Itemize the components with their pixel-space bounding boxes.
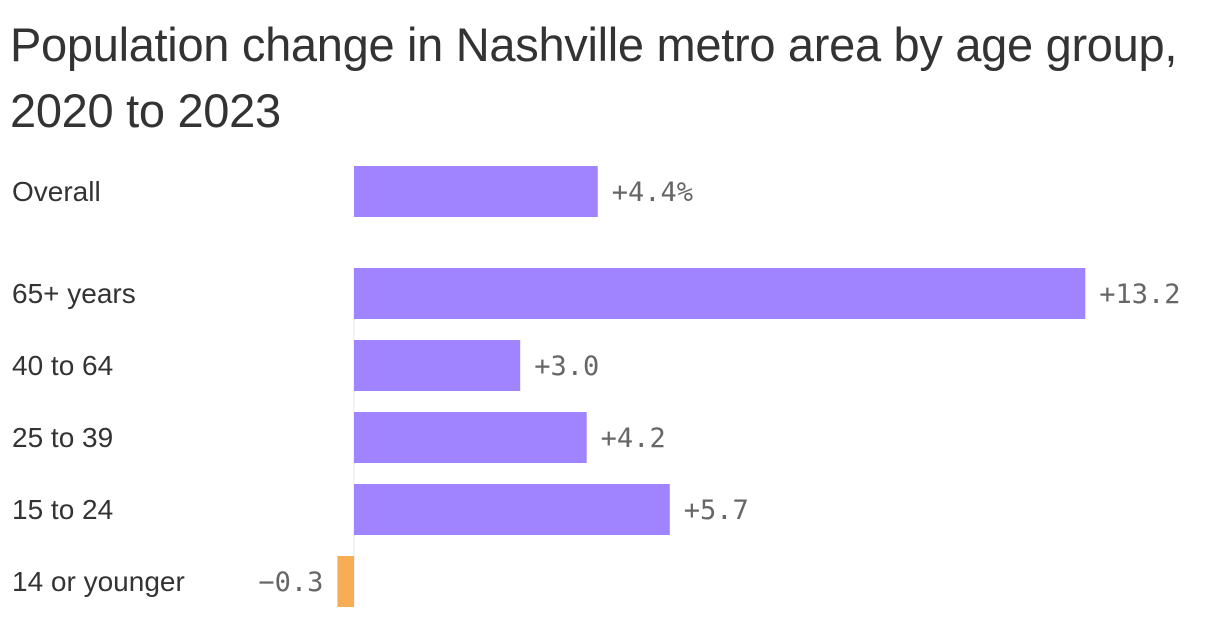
category-label-0: Overall [12, 176, 101, 207]
bar-4 [354, 484, 670, 535]
bar-0 [354, 166, 598, 217]
value-label-2: +3.0 [534, 351, 599, 382]
value-label-3: +4.2 [601, 423, 666, 454]
value-label-4: +5.7 [684, 495, 749, 526]
value-label-1: +13.2 [1099, 279, 1180, 310]
value-label-0: +4.4% [612, 177, 693, 208]
bar-2 [354, 340, 521, 391]
category-label-3: 25 to 39 [12, 422, 113, 453]
category-label-5: 14 or younger [12, 566, 185, 597]
bar-5 [337, 556, 354, 607]
bar-1 [354, 268, 1086, 319]
value-label-5: −0.3 [258, 567, 323, 598]
bar-3 [354, 412, 587, 463]
category-label-4: 15 to 24 [12, 494, 113, 525]
category-label-1: 65+ years [12, 278, 136, 309]
chart-title: Population change in Nashville metro are… [10, 18, 1178, 137]
category-label-2: 40 to 64 [12, 350, 113, 381]
